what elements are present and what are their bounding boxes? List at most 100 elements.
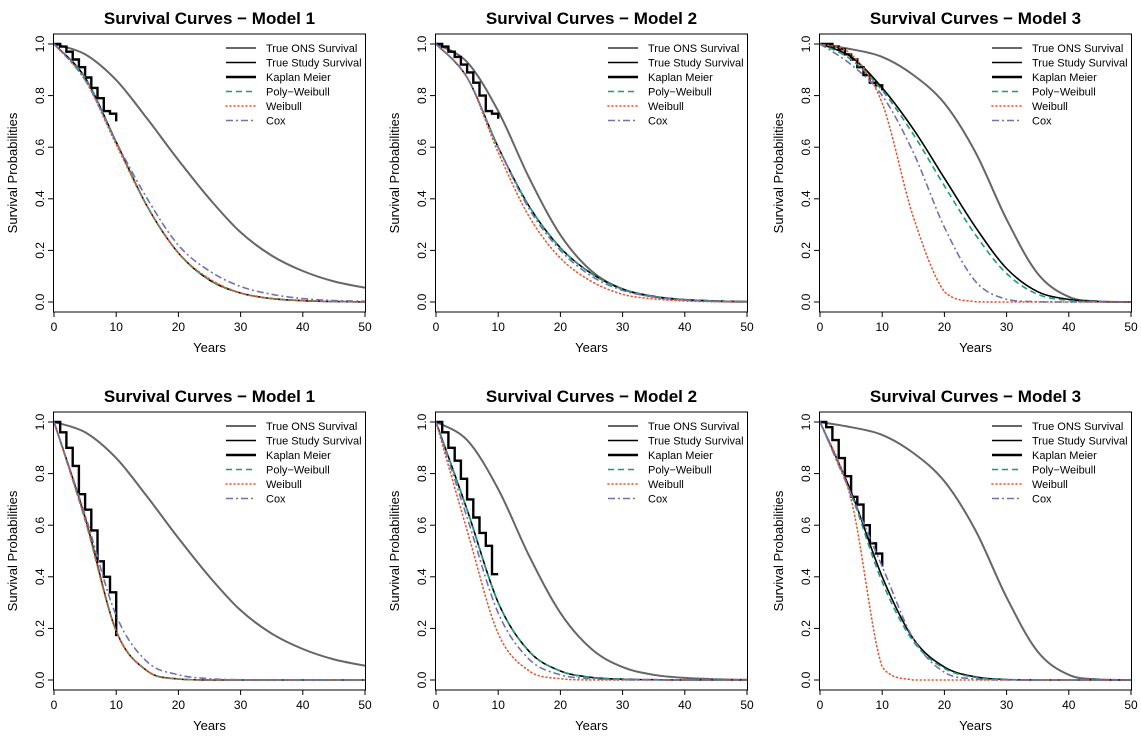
series-line-ons (436, 421, 747, 681)
legend-label: Poly−Weibull (1032, 87, 1096, 99)
y-tick-label: 0.8 (799, 87, 813, 104)
legend-label: True ONS Survival (266, 43, 357, 55)
series-line-km (54, 420, 118, 637)
legend: True ONS Survival True Study Survival Kapl… (991, 421, 1128, 506)
y-tick-label: 0.2 (799, 620, 813, 637)
x-tick-label: 0 (51, 320, 58, 334)
y-tick-label: 0.0 (415, 671, 429, 688)
legend-label: True Study Survival (1032, 436, 1128, 448)
y-tick-label: 0.0 (415, 293, 429, 310)
legend-label: Cox (1032, 116, 1052, 128)
x-tick-label: 10 (876, 698, 890, 712)
plot-frame (53, 411, 366, 691)
curves (436, 420, 747, 681)
legend-label: Poly−Weibull (266, 465, 330, 477)
series-line-km (54, 42, 118, 122)
legend-label: Poly−Weibull (648, 87, 712, 99)
legend-label: Weibull (648, 479, 684, 491)
legend-label: True ONS Survival (648, 43, 739, 55)
survival-panel-1: Survival Curves − Model 1 0 10 20 30 40 50 0.0 0… (5, 9, 372, 355)
survival-panel-6: Survival Curves − Model 3 0 10 20 30 40 50 0.0 0… (771, 387, 1138, 733)
y-tick-label: 1.0 (415, 35, 429, 52)
legend-label: Poly−Weibull (1032, 465, 1096, 477)
series-line-poly (820, 43, 1131, 303)
series-line-km (820, 42, 884, 91)
legend-label: Kaplan Meier (1032, 450, 1097, 462)
x-tick-label: 0 (817, 698, 824, 712)
x-tick-label: 20 (172, 320, 186, 334)
x-tick-label: 0 (51, 698, 58, 712)
y-axis-label: Survival Probabilities (5, 112, 20, 233)
y-tick-label: 0.8 (33, 465, 47, 482)
curves (54, 420, 365, 681)
legend-label: Weibull (648, 101, 684, 113)
y-tick-label: 0.0 (33, 293, 47, 310)
legend-label: Kaplan Meier (648, 72, 713, 84)
legend-label: True Study Survival (648, 58, 744, 70)
legend-label: True ONS Survival (1032, 43, 1123, 55)
y-tick-label: 1.0 (415, 413, 429, 430)
legend: True ONS Survival True Study Survival Kapl… (225, 421, 362, 506)
x-axis-label: Years (959, 340, 992, 355)
panel-title: Survival Curves − Model 1 (104, 387, 315, 406)
x-tick-label: 0 (817, 320, 824, 334)
series-line-poly (436, 421, 747, 681)
y-tick-label: 1.0 (799, 35, 813, 52)
y-tick-label: 0.2 (415, 242, 429, 259)
series-line-cox (820, 43, 1131, 303)
y-tick-label: 0.6 (799, 139, 813, 156)
legend-label: Weibull (266, 479, 302, 491)
y-tick-label: 0.0 (33, 671, 47, 688)
series-line-ons (54, 421, 365, 667)
panel-title: Survival Curves − Model 3 (870, 9, 1081, 28)
x-tick-label: 50 (358, 698, 372, 712)
plot-frame (53, 33, 366, 313)
x-tick-label: 0 (433, 698, 440, 712)
panel-title: Survival Curves − Model 3 (870, 387, 1081, 406)
series-line-weibull (54, 43, 365, 303)
y-tick-label: 1.0 (33, 35, 47, 52)
curves (54, 42, 365, 303)
plot-frame (819, 411, 1132, 691)
y-tick-label: 0.0 (799, 293, 813, 310)
legend: True ONS Survival True Study Survival Kapl… (607, 421, 744, 506)
y-tick-label: 0.0 (799, 671, 813, 688)
x-tick-label: 30 (616, 320, 630, 334)
legend-label: Kaplan Meier (648, 450, 713, 462)
y-tick-label: 0.2 (33, 242, 47, 259)
y-axis-label: Survival Probabilities (387, 490, 402, 611)
legend: True ONS Survival True Study Survival Kapl… (225, 43, 362, 128)
legend-label: True ONS Survival (648, 421, 739, 433)
legend-label: Cox (1032, 494, 1052, 506)
x-axis-label: Years (959, 718, 992, 733)
x-tick-label: 30 (1000, 320, 1014, 334)
panel-title: Survival Curves − Model 2 (486, 387, 697, 406)
x-tick-label: 40 (1062, 698, 1076, 712)
x-tick-label: 10 (876, 320, 890, 334)
series-line-cox (436, 43, 747, 303)
curves (820, 42, 1131, 303)
y-tick-label: 0.8 (415, 87, 429, 104)
survival-panel-2: Survival Curves − Model 2 0 10 20 30 40 50 0.0 0… (387, 9, 754, 355)
y-tick-label: 0.6 (33, 517, 47, 534)
y-tick-label: 0.8 (799, 465, 813, 482)
plot-frame (435, 33, 748, 313)
series-line-poly (820, 421, 1131, 681)
legend-label: Poly−Weibull (648, 465, 712, 477)
legend-label: Cox (266, 494, 286, 506)
x-tick-label: 30 (616, 698, 630, 712)
x-axis-label: Years (193, 340, 226, 355)
x-axis-label: Years (575, 718, 608, 733)
survival-panel-5: Survival Curves − Model 2 0 10 20 30 40 50 0.0 0… (387, 387, 754, 733)
x-axis-label: Years (575, 340, 608, 355)
legend-label: True Study Survival (648, 436, 744, 448)
y-tick-label: 0.4 (33, 190, 47, 207)
x-tick-label: 40 (296, 320, 310, 334)
x-tick-label: 20 (938, 698, 952, 712)
x-tick-label: 40 (678, 698, 692, 712)
y-tick-label: 0.6 (33, 139, 47, 156)
x-tick-label: 50 (1124, 698, 1138, 712)
x-tick-label: 10 (110, 698, 124, 712)
x-tick-label: 50 (1124, 320, 1138, 334)
